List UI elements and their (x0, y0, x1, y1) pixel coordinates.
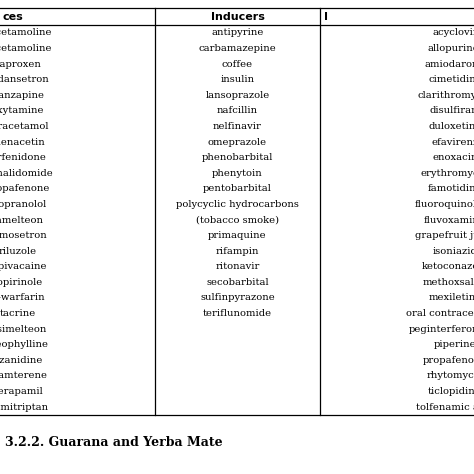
Text: teriflunomide: teriflunomide (203, 309, 272, 318)
Text: acyclovir: acyclovir (432, 28, 474, 37)
Text: ondansetron: ondansetron (0, 75, 49, 84)
Text: pentobarbital: pentobarbital (203, 184, 272, 193)
Text: ramosetron: ramosetron (0, 231, 47, 240)
Text: propranolol: propranolol (0, 200, 47, 209)
Text: allopurinol: allopurinol (428, 44, 474, 53)
Text: olanzapine: olanzapine (0, 91, 45, 100)
Text: amiodarone: amiodarone (425, 60, 474, 69)
Text: erythromycin: erythromycin (421, 169, 474, 178)
Text: insulin: insulin (220, 75, 255, 84)
Text: tacrine: tacrine (0, 309, 36, 318)
Text: riluzole: riluzole (0, 246, 36, 255)
Text: methoxsalen: methoxsalen (423, 278, 474, 287)
Text: efavirenz: efavirenz (431, 137, 474, 146)
Text: fluvoxamine: fluvoxamine (424, 216, 474, 225)
Text: R-warfarin: R-warfarin (0, 293, 45, 302)
Text: ropirinole: ropirinole (0, 278, 43, 287)
Text: verapamil: verapamil (0, 387, 43, 396)
Text: clarithromycin: clarithromycin (418, 91, 474, 100)
Text: phenytoin: phenytoin (212, 169, 263, 178)
Text: lansoprazole: lansoprazole (205, 91, 270, 100)
Text: triamterene: triamterene (0, 372, 48, 381)
Text: ces: ces (3, 11, 24, 21)
Text: cimetidine: cimetidine (428, 75, 474, 84)
Text: nafcillin: nafcillin (217, 106, 258, 115)
Text: mexiletine: mexiletine (428, 293, 474, 302)
Text: propafenone: propafenone (423, 356, 474, 365)
Text: (tobacco smoke): (tobacco smoke) (196, 216, 279, 225)
Text: duloxetine: duloxetine (428, 122, 474, 131)
Text: ramelteon: ramelteon (0, 216, 44, 225)
Text: oxytamine: oxytamine (0, 106, 44, 115)
Text: polycyclic hydrocarbons: polycyclic hydrocarbons (176, 200, 299, 209)
Text: nacetamoline: nacetamoline (0, 28, 52, 37)
Text: propafenone: propafenone (0, 184, 50, 193)
Text: piperine: piperine (434, 340, 474, 349)
Text: ticlopidine: ticlopidine (428, 387, 474, 396)
Text: fluoroquinolone: fluoroquinolone (415, 200, 474, 209)
Text: Inducers: Inducers (210, 11, 264, 21)
Text: tasimelteon: tasimelteon (0, 325, 47, 334)
Text: 3.2.2. Guarana and Yerba Mate: 3.2.2. Guarana and Yerba Mate (5, 436, 223, 448)
Text: tolfenamic acid: tolfenamic acid (416, 403, 474, 412)
Text: pirfenidone: pirfenidone (0, 153, 47, 162)
Text: antipyrine: antipyrine (211, 28, 264, 37)
Text: disulfiram: disulfiram (429, 106, 474, 115)
Text: nacetamoline: nacetamoline (0, 44, 52, 53)
Text: sulfinpyrazone: sulfinpyrazone (200, 293, 275, 302)
Text: naproxen: naproxen (0, 60, 41, 69)
Text: paracetamol: paracetamol (0, 122, 49, 131)
Text: isoniazid: isoniazid (433, 246, 474, 255)
Text: omeprazole: omeprazole (208, 137, 267, 146)
Text: ritonavir: ritonavir (215, 262, 260, 271)
Text: grapefruit juice: grapefruit juice (415, 231, 474, 240)
Text: phenacetin: phenacetin (0, 137, 46, 146)
Text: rifampin: rifampin (216, 246, 259, 255)
Text: pomalidomide: pomalidomide (0, 169, 54, 178)
Text: phenobarbital: phenobarbital (202, 153, 273, 162)
Text: peginterferon-alfa: peginterferon-alfa (409, 325, 474, 334)
Text: nelfinavir: nelfinavir (213, 122, 262, 131)
Text: secobarbital: secobarbital (206, 278, 269, 287)
Text: tizanidine: tizanidine (0, 356, 43, 365)
Text: carbamazepine: carbamazepine (199, 44, 276, 53)
Text: theophylline: theophylline (0, 340, 49, 349)
Text: rhytomycin: rhytomycin (426, 372, 474, 381)
Text: famotidine: famotidine (428, 184, 474, 193)
Text: primaquine: primaquine (208, 231, 267, 240)
Text: zolmitriptan: zolmitriptan (0, 403, 48, 412)
Text: ropivacaine: ropivacaine (0, 262, 47, 271)
Text: ketoconazole: ketoconazole (422, 262, 474, 271)
Text: oral contraceptives: oral contraceptives (406, 309, 474, 318)
Text: I: I (324, 11, 328, 21)
Text: coffee: coffee (222, 60, 253, 69)
Text: enoxacin: enoxacin (432, 153, 474, 162)
